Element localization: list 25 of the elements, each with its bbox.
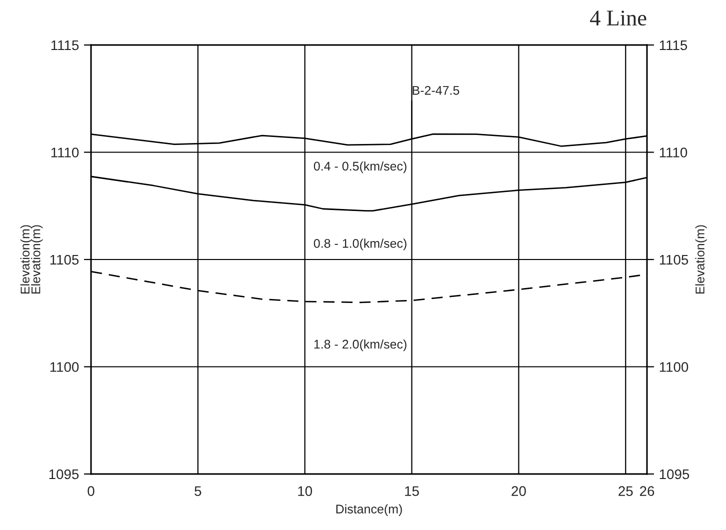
y2-tick-label: 1115 (660, 40, 688, 50)
x-tick-label: 20 (512, 486, 526, 496)
y-tick-label: 1115 (51, 40, 79, 50)
annotation: B-2-47.5 (412, 86, 460, 95)
x-tick-label: 26 (640, 486, 654, 496)
y-tick-label: 1100 (50, 362, 79, 372)
annotation: 0.8 - 1.0(km/sec) (314, 238, 406, 250)
x-tick-label: 15 (405, 486, 419, 496)
y-tick-label: 1095 (49, 469, 79, 480)
x-tick-label: 25 (618, 486, 633, 496)
y-axis-title: Elevation(m) Elevation(m) (20, 225, 43, 294)
x-tick-label: 10 (298, 486, 312, 496)
y2-tick-label: 1105 (660, 254, 688, 265)
y2-tick-label: 1100 (660, 362, 688, 372)
y-tick-label: 1105 (50, 254, 79, 265)
y-tick-label: 1110 (51, 148, 79, 158)
annotation: 0.4 - 0.5(km/sec) (314, 161, 406, 174)
x-tick-label: 0 (88, 486, 94, 496)
x-tick-label: 5 (194, 486, 202, 496)
y2-axis-title: Elevation(m) (695, 225, 707, 294)
y2-tick-label: 1095 (660, 469, 690, 480)
chart-title: 4 Line (590, 10, 646, 26)
y2-tick-label: 1110 (660, 148, 688, 158)
x-axis-title: Distance(m) (336, 504, 402, 516)
annotation: 1.8 - 2.0(km/sec) (314, 339, 406, 352)
